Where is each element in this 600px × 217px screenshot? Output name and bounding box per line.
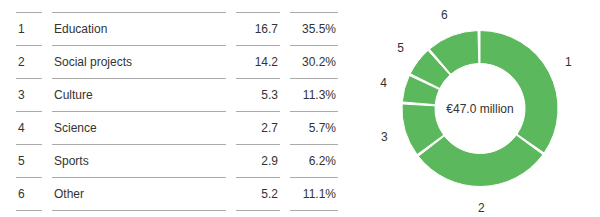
svg-text:2: 2 bbox=[478, 201, 485, 215]
html-text:30.2%: 30.2% bbox=[302, 55, 336, 69]
html-text:Sports: Sports bbox=[54, 154, 89, 168]
html-text:11.3%: 11.3% bbox=[302, 88, 336, 102]
html-text:5: 5 bbox=[18, 154, 25, 168]
html-text:Culture: Culture bbox=[54, 88, 93, 102]
html-text:2.7: 2.7 bbox=[261, 121, 278, 135]
html-text:5.2: 5.2 bbox=[261, 187, 278, 201]
html-text:11.1%: 11.1% bbox=[302, 187, 336, 201]
html-text:3: 3 bbox=[18, 88, 25, 102]
html-text:14.2: 14.2 bbox=[254, 55, 278, 69]
html-text:2.9: 2.9 bbox=[261, 154, 278, 168]
html-text:4: 4 bbox=[18, 121, 25, 135]
html-text:Education: Education bbox=[54, 22, 108, 36]
html-text:16.7: 16.7 bbox=[254, 22, 278, 36]
html-text:€47.0 million: €47.0 million bbox=[446, 101, 514, 116]
html-text:Other: Other bbox=[54, 187, 84, 201]
html-text:2: 2 bbox=[18, 55, 25, 69]
html-text:5.3: 5.3 bbox=[261, 88, 278, 102]
html-text:35.5%: 35.5% bbox=[302, 22, 336, 36]
html-text:6.2%: 6.2% bbox=[308, 154, 336, 168]
html-text:6: 6 bbox=[18, 187, 25, 201]
html-text:Social projects: Social projects bbox=[54, 55, 132, 69]
svg-text:1: 1 bbox=[565, 55, 572, 69]
html-text:1: 1 bbox=[18, 22, 25, 36]
svg-text:3: 3 bbox=[381, 130, 388, 144]
svg-text:5: 5 bbox=[397, 41, 404, 55]
html-text:5.7%: 5.7% bbox=[308, 121, 336, 135]
html-text:Science: Science bbox=[54, 121, 97, 135]
svg-text:4: 4 bbox=[380, 76, 387, 90]
svg-text:6: 6 bbox=[441, 8, 448, 22]
